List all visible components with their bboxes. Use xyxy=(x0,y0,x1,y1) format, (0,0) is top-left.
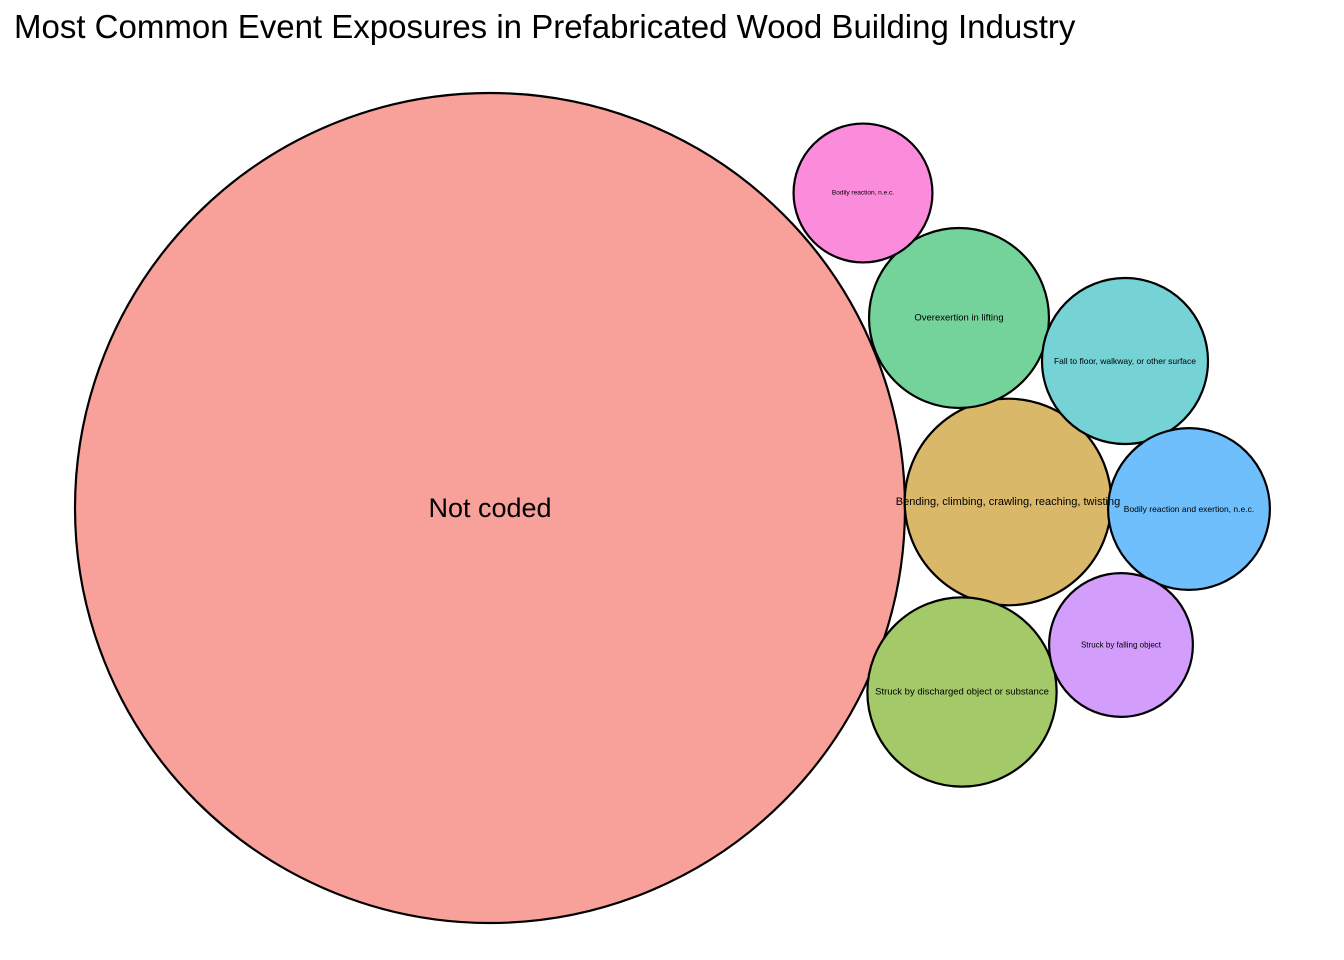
bubble-bodily-reaction-n-e-c xyxy=(792,122,934,264)
bubble-struck-by-falling-object xyxy=(1048,572,1194,718)
bubble-label-not-coded: Not coded xyxy=(428,493,551,523)
bubble-overexertion-in-lifting xyxy=(867,226,1051,410)
bubble-label-fall-to-floor-walkway-or-other-surface: Fall to floor, walkway, or other surface xyxy=(1054,356,1196,366)
bubble-struck-by-discharged-object-or-substance xyxy=(866,596,1058,788)
bubble-label-bodily-reaction-and-exertion-n-e-c: Bodily reaction and exertion, n.e.c. xyxy=(1124,504,1254,514)
bubble-label-struck-by-discharged-object-or-substance: Struck by discharged object or substance xyxy=(875,687,1049,698)
bubble-fall-to-floor-walkway-or-other-surface xyxy=(1040,276,1210,446)
chart-title: Most Common Event Exposures in Prefabric… xyxy=(14,8,1076,45)
bubble-label-bodily-reaction-n-e-c: Bodily reaction, n.e.c. xyxy=(832,190,894,197)
bubble-bodily-reaction-and-exertion-n-e-c xyxy=(1107,427,1271,591)
bubble-label-bending-climbing-crawling-reaching-twisting: Bending, climbing, crawling, reaching, t… xyxy=(896,496,1120,508)
bubble-label-struck-by-falling-object: Struck by falling object xyxy=(1081,641,1162,650)
bubble-label-overexertion-in-lifting: Overexertion in lifting xyxy=(914,313,1003,324)
